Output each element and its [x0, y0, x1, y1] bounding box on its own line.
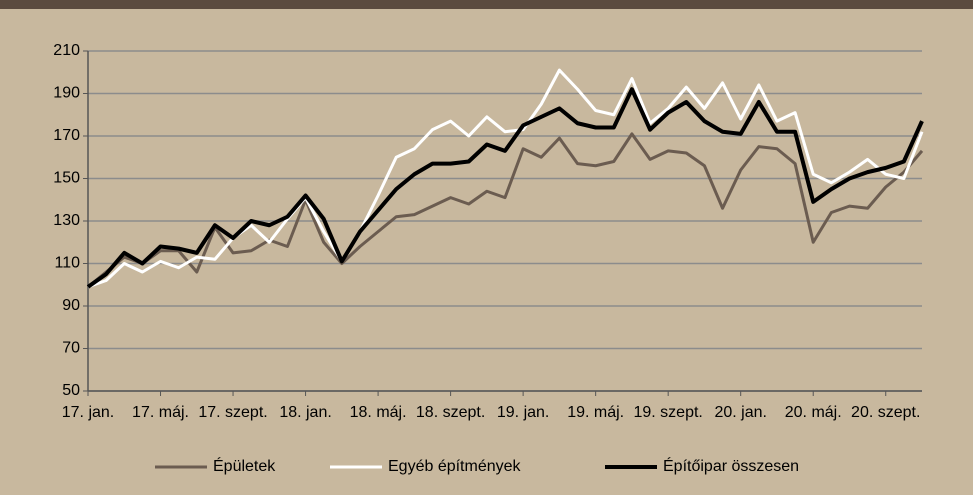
- y-tick-label: 90: [62, 297, 80, 314]
- x-tick-label: 17. jan.: [62, 404, 114, 421]
- x-tick-label: 20. szept.: [851, 404, 920, 421]
- legend-label: Építőipar összesen: [663, 456, 799, 475]
- y-tick-label: 130: [53, 212, 80, 229]
- x-tick-label: 18. jan.: [279, 404, 331, 421]
- x-tick-label: 19. jan.: [497, 404, 549, 421]
- x-tick-label: 19. máj.: [567, 404, 624, 421]
- series-line: [86, 87, 924, 289]
- series-line: [87, 68, 924, 289]
- x-tick-label: 19. szept.: [633, 404, 702, 421]
- x-tick-label: 18. szept.: [416, 404, 485, 421]
- y-tick-label: 210: [53, 42, 80, 59]
- legend-label: Egyéb építmények: [388, 458, 522, 475]
- y-tick-label: 150: [53, 170, 80, 187]
- y-tick-label: 190: [53, 85, 80, 102]
- y-tick-label: 110: [54, 255, 80, 272]
- x-tick-label: 17. szept.: [198, 404, 267, 421]
- y-tick-label: 70: [62, 340, 80, 357]
- header-band: [0, 0, 973, 9]
- x-tick-label: 17. máj.: [132, 404, 189, 421]
- x-tick-label: 18. máj.: [350, 404, 407, 421]
- y-tick-label: 170: [53, 127, 80, 144]
- y-tick-label: 50: [62, 382, 80, 399]
- x-tick-label: 20. máj.: [785, 404, 842, 421]
- legend-label: Épületek: [213, 456, 276, 475]
- x-tick-label: 20. jan.: [714, 404, 766, 421]
